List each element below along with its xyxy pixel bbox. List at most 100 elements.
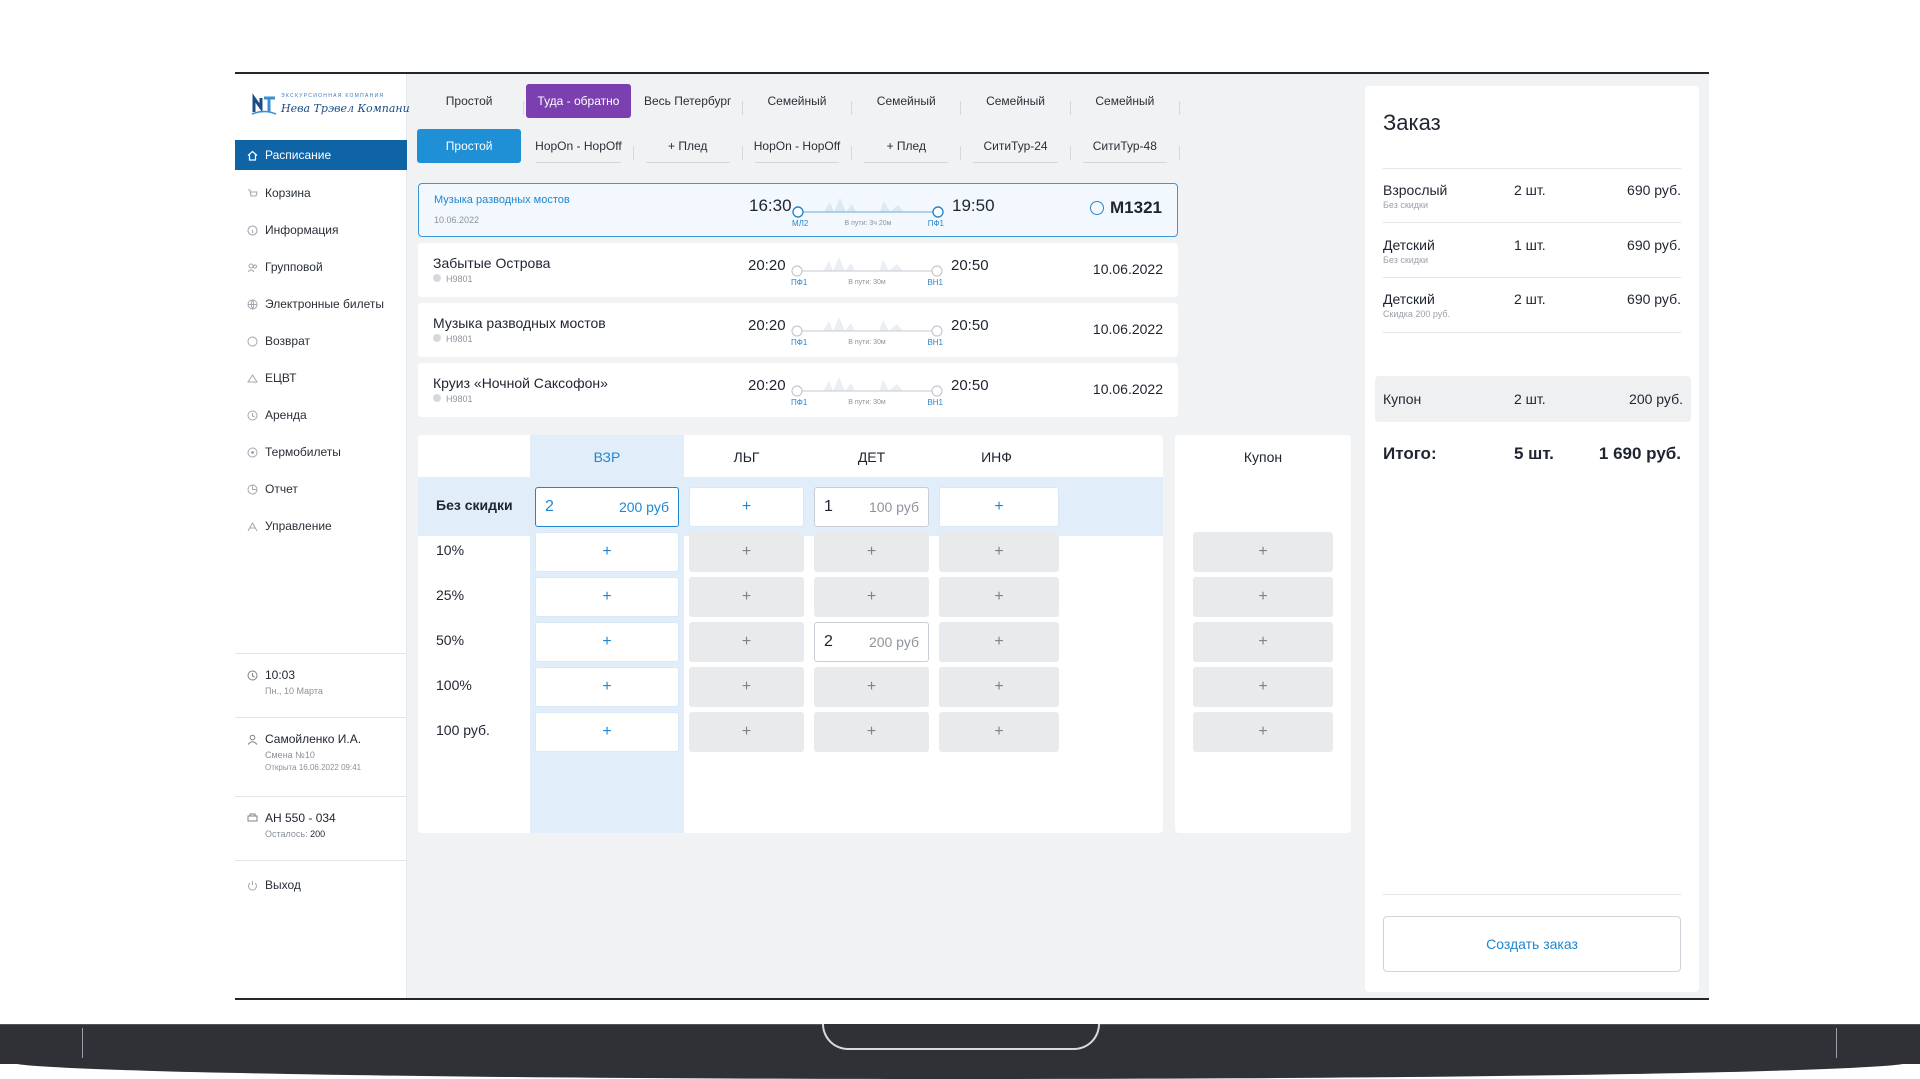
clock-date: Пн., 10 Марта xyxy=(265,686,323,696)
order-item-sub: Скидка 200 руб. xyxy=(1383,309,1451,319)
tab-family-4[interactable]: Семейный xyxy=(1073,84,1181,118)
add-adult-25-button[interactable]: + xyxy=(535,577,679,617)
thermo-icon xyxy=(247,447,258,458)
trip-date: 10.06.2022 xyxy=(1092,321,1163,337)
add-coupon-50-button[interactable]: + xyxy=(1193,622,1333,662)
trip-card-selected[interactable]: Музыка разводных мостов 10.06.2022 16:30… xyxy=(418,183,1178,237)
add-adult-100rub-button[interactable]: + xyxy=(535,712,679,752)
sidebar-item-rent[interactable]: Аренда xyxy=(235,400,407,430)
sidebar-divider xyxy=(235,860,407,861)
qty-field-child-50[interactable]: 2 200 руб xyxy=(814,622,929,662)
route-duration: В пути: 30м xyxy=(848,339,886,346)
route-to: ПФ1 xyxy=(927,219,944,228)
add-coupon-100rub-button[interactable]: + xyxy=(1193,712,1333,752)
order-item-qty: 2 шт. xyxy=(1514,182,1546,198)
add-reduced-100-button[interactable]: + xyxy=(689,667,804,707)
route-to: ВН1 xyxy=(927,338,943,347)
qty-field-child-no-discount[interactable]: 1 100 руб xyxy=(814,487,929,527)
add-child-100rub-button[interactable]: + xyxy=(814,712,929,752)
add-coupon-10-button[interactable]: + xyxy=(1193,532,1333,572)
tab-round-trip[interactable]: Туда - обратно xyxy=(526,84,631,118)
tab-hopon-hopoff-1[interactable]: HopOn - HopOff xyxy=(526,129,634,163)
column-header-reduced[interactable]: ЛЬГ xyxy=(733,449,760,465)
add-reduced-10-button[interactable]: + xyxy=(689,532,804,572)
device-id: АН 550 - 034 xyxy=(265,811,336,825)
add-reduced-50-button[interactable]: + xyxy=(689,622,804,662)
sidebar-item-return[interactable]: Возврат xyxy=(235,326,407,356)
add-child-100-button[interactable]: + xyxy=(814,667,929,707)
order-divider xyxy=(1383,332,1681,333)
trip-card[interactable]: Забытые Острова Н9801 20:20 ПФ1 В пути: … xyxy=(418,243,1178,297)
sidebar-item-report[interactable]: Отчет xyxy=(235,474,407,504)
tab-plaid-2[interactable]: + Плед xyxy=(854,129,962,163)
qty-field-adult-no-discount[interactable]: 2 200 руб xyxy=(535,487,679,527)
column-header-adult[interactable]: ВЗР xyxy=(593,449,621,465)
company-logo: ЭКСКУРСИОННАЯ КОМПАНИЯ Нева Трэвел Компа… xyxy=(251,88,410,124)
add-reduced-25-button[interactable]: + xyxy=(689,577,804,617)
coupon-panel: Купон + + + + + xyxy=(1175,435,1351,833)
tab-simple[interactable]: Простой xyxy=(417,84,525,118)
tab-family-3[interactable]: Семейный xyxy=(963,84,1071,118)
column-header-infant[interactable]: ИНФ xyxy=(981,449,1012,465)
report-icon xyxy=(247,484,258,495)
sidebar-item-group[interactable]: Групповой xyxy=(235,252,407,282)
trip-date: 10.06.2022 xyxy=(434,215,480,225)
sidebar-item-thermo[interactable]: Термобилеты xyxy=(235,437,407,467)
tab-citytour-48[interactable]: СитиТур-48 xyxy=(1073,129,1181,163)
logout-button[interactable]: Выход xyxy=(235,870,407,900)
tab-whole-petersburg[interactable]: Весь Петербург xyxy=(636,84,744,118)
row-label-50: 50% xyxy=(436,632,465,648)
order-total-qty: 5 шт. xyxy=(1514,444,1554,463)
sidebar-item-manage[interactable]: Управление xyxy=(235,511,407,541)
tab-plaid-1[interactable]: + Плед xyxy=(636,129,744,163)
sidebar-item-label: Возврат xyxy=(265,334,310,348)
add-adult-50-button[interactable]: + xyxy=(535,622,679,662)
tab-family-1[interactable]: Семейный xyxy=(745,84,853,118)
add-child-25-button[interactable]: + xyxy=(814,577,929,617)
sidebar-item-ecvt[interactable]: ЕЦВТ xyxy=(235,363,407,393)
add-reduced-100rub-button[interactable]: + xyxy=(689,712,804,752)
logo-mark-icon xyxy=(251,93,277,115)
add-infant-100-button[interactable]: + xyxy=(939,667,1059,707)
ticket-type-tabs: Простой HopOn - HopOff + Плед HopOn - Ho… xyxy=(417,129,1181,163)
add-child-10-button[interactable]: + xyxy=(814,532,929,572)
tab-hopon-hopoff-2[interactable]: HopOn - HopOff xyxy=(745,129,853,163)
column-header-child[interactable]: ДЕТ xyxy=(857,449,886,465)
add-reduced-no-discount-button[interactable]: + xyxy=(689,487,804,527)
sidebar-item-info[interactable]: Информация xyxy=(235,215,407,245)
sidebar: ЭКСКУРСИОННАЯ КОМПАНИЯ Нева Трэвел Компа… xyxy=(235,74,410,998)
order-divider xyxy=(1383,894,1681,895)
sidebar-item-label: Расписание xyxy=(265,148,332,162)
sidebar-item-schedule[interactable]: Расписание xyxy=(235,140,407,170)
add-coupon-25-button[interactable]: + xyxy=(1193,577,1333,617)
trip-card[interactable]: Круиз «Ночной Саксофон» Н9801 20:20 ПФ1 … xyxy=(418,363,1178,417)
trip-name: Музыка разводных мостов xyxy=(434,194,570,206)
laptop-base-curve xyxy=(10,1062,1910,1079)
add-infant-100rub-button[interactable]: + xyxy=(939,712,1059,752)
route-line-icon xyxy=(792,198,944,218)
add-coupon-100-button[interactable]: + xyxy=(1193,667,1333,707)
add-infant-50-button[interactable]: + xyxy=(939,622,1059,662)
add-adult-100-button[interactable]: + xyxy=(535,667,679,707)
tab-simple-ticket[interactable]: Простой xyxy=(417,129,522,163)
add-infant-no-discount-button[interactable]: + xyxy=(939,487,1059,527)
sidebar-item-e-tickets[interactable]: Электронные билеты xyxy=(235,289,407,319)
route-duration: В пути: 3ч 20м xyxy=(844,220,892,227)
order-divider xyxy=(1383,168,1681,169)
sidebar-item-cart[interactable]: Корзина xyxy=(235,178,407,208)
trip-card[interactable]: Музыка разводных мостов Н9801 20:20 ПФ1 … xyxy=(418,303,1178,357)
tab-citytour-24[interactable]: СитиТур-24 xyxy=(963,129,1071,163)
trip-route: ПФ1 В пути: 30м ВН1 xyxy=(789,311,945,351)
column-header-coupon: Купон xyxy=(1243,449,1283,465)
user-shift-opened: Открыта 16.06.2022 09:41 xyxy=(265,763,362,772)
add-infant-10-button[interactable]: + xyxy=(939,532,1059,572)
info-icon xyxy=(247,224,258,236)
create-order-button[interactable]: Создать заказ xyxy=(1383,916,1681,972)
order-item-name: Детский xyxy=(1383,291,1435,307)
tab-family-2[interactable]: Семейный xyxy=(854,84,962,118)
add-infant-25-button[interactable]: + xyxy=(939,577,1059,617)
add-adult-10-button[interactable]: + xyxy=(535,532,679,572)
trip-code-text: Н9801 xyxy=(446,274,473,284)
app-screen: ЭКСКУРСИОННАЯ КОМПАНИЯ Нева Трэвел Компа… xyxy=(235,72,1709,1000)
tour-type-tabs: Простой Туда - обратно Весь Петербург Се… xyxy=(417,84,1181,118)
